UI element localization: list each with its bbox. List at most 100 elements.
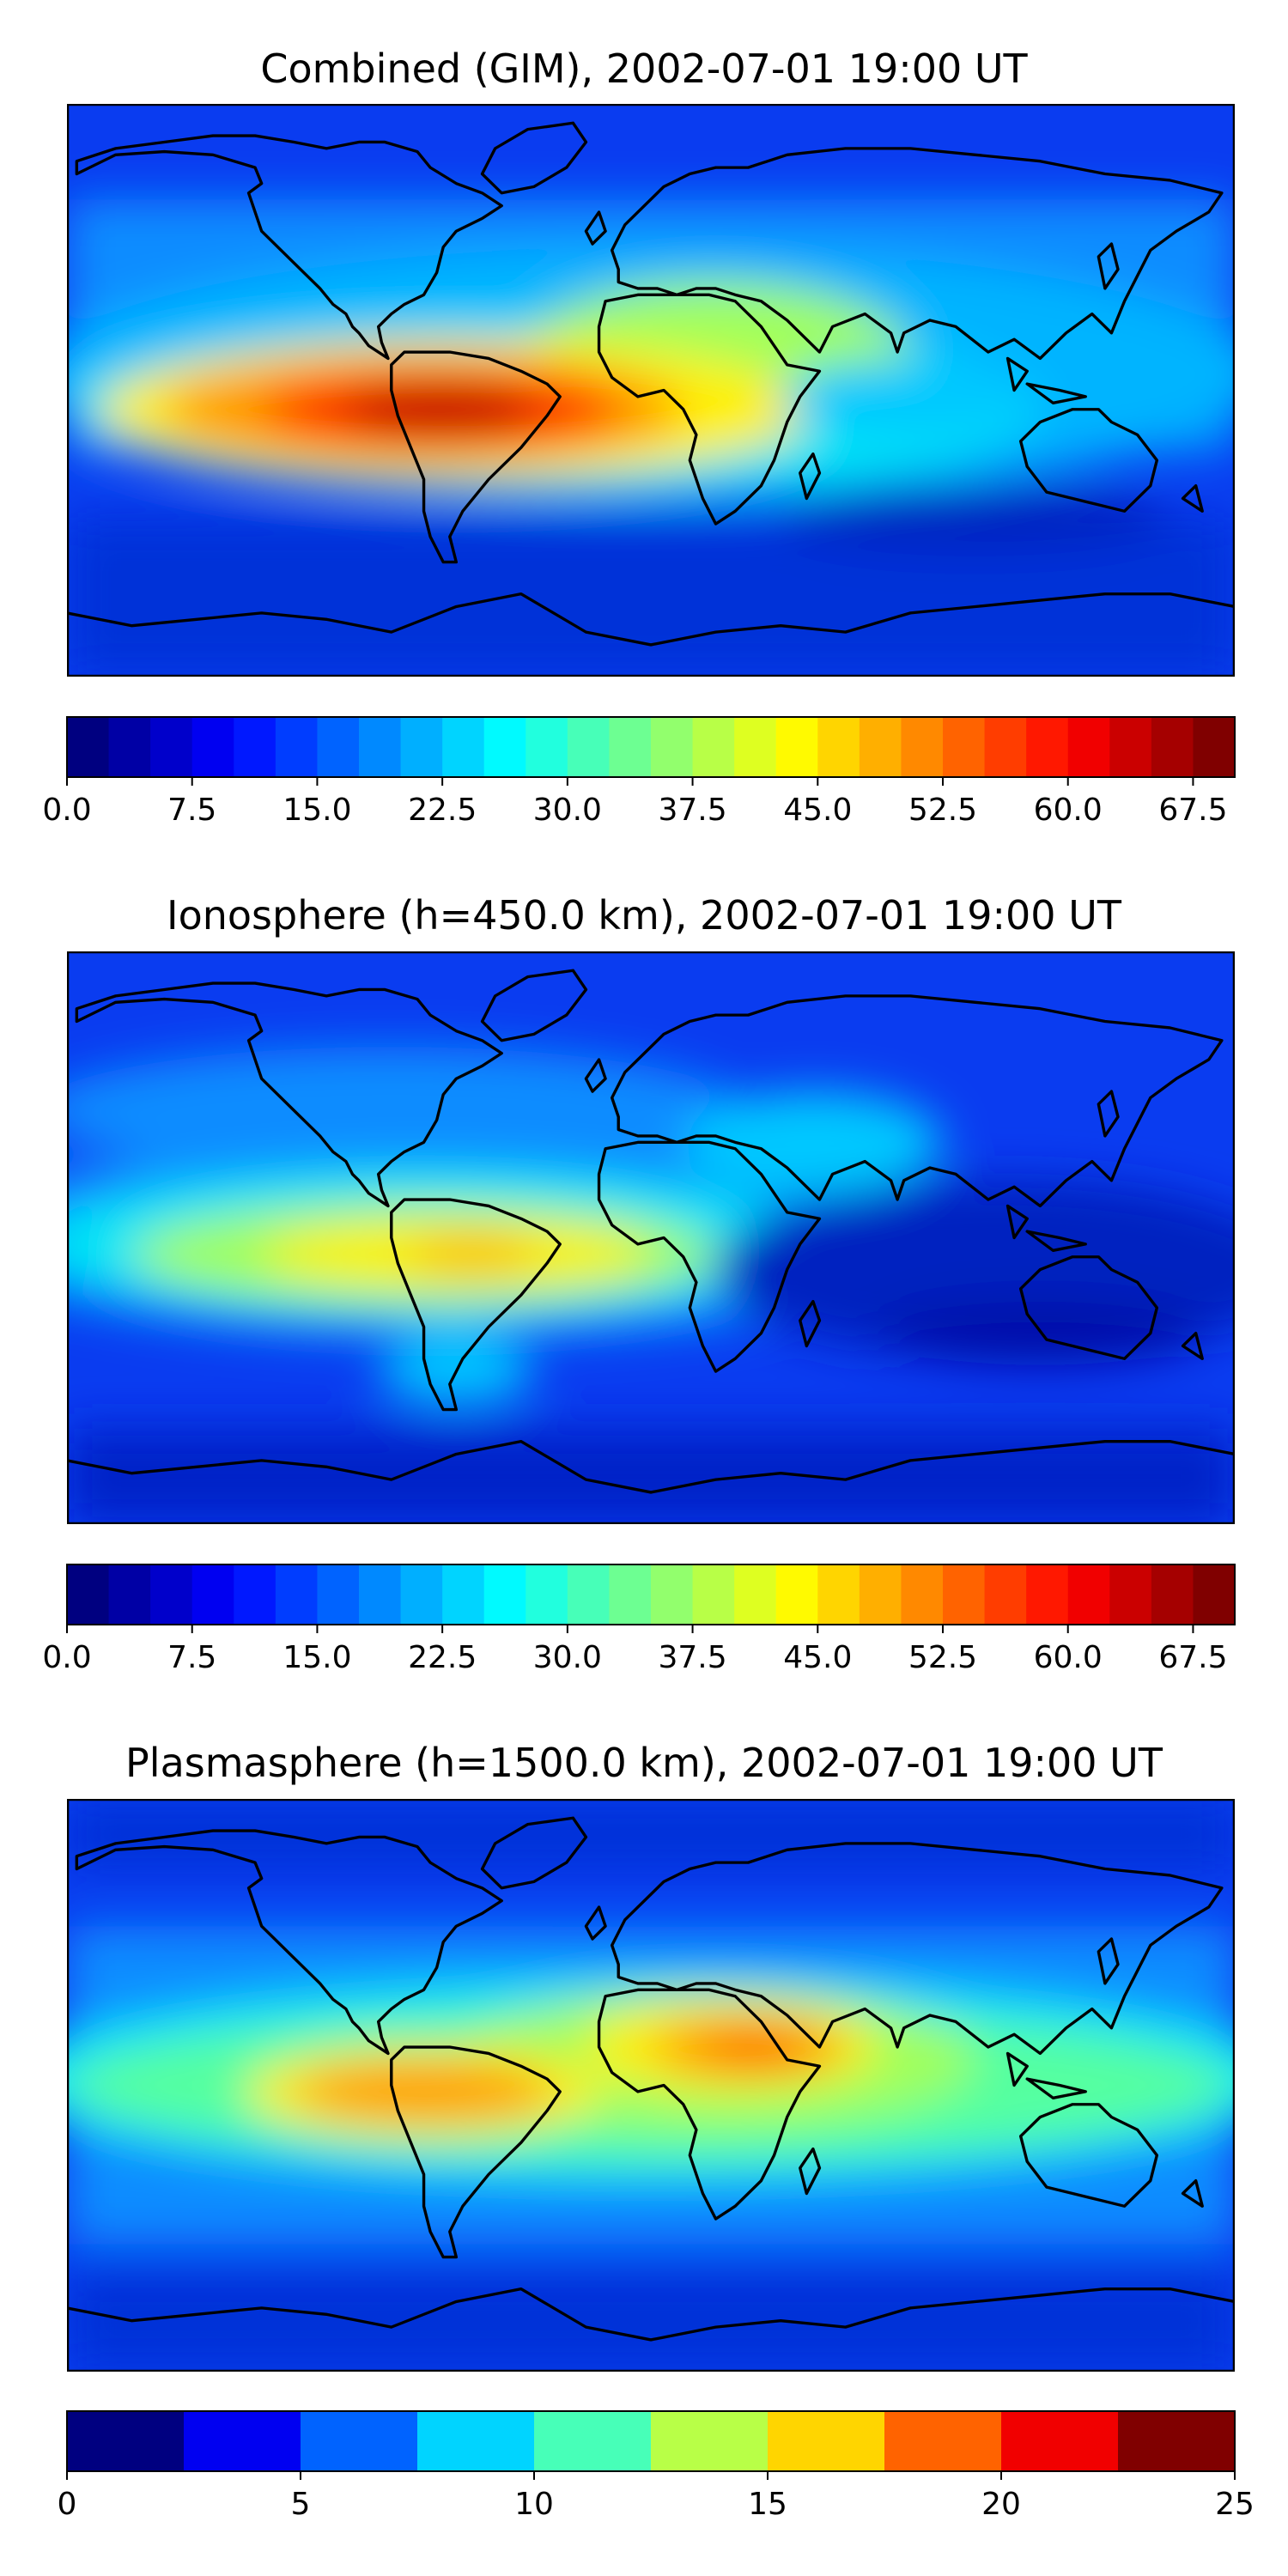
panel-1-title: Combined (GIM), 2002-07-01 19:00 UT [260, 46, 1028, 92]
colorbar-tick-label: 5 [291, 2487, 311, 2522]
colorbar-segment [526, 717, 568, 777]
colorbar-tick-label: 15.0 [283, 1640, 351, 1675]
colorbar-segment [483, 1564, 526, 1625]
colorbar-tick-label: 45.0 [783, 1640, 852, 1675]
colorbar-tick-label: 25 [1215, 2487, 1255, 2522]
colorbar-segment [317, 717, 360, 777]
colorbar-segment [1193, 717, 1236, 777]
colorbar-segment [534, 2411, 652, 2471]
colorbar-tick-label: 45.0 [783, 793, 852, 828]
colorbar-segment [526, 1564, 568, 1625]
colorbar-segment [483, 717, 526, 777]
colorbar-segment [651, 717, 694, 777]
colorbar-segment [734, 717, 777, 777]
colorbar-segment [417, 2411, 535, 2471]
colorbar-tick-label: 0 [58, 2487, 77, 2522]
colorbar-segment [943, 1564, 986, 1625]
colorbar-segment [67, 1564, 110, 1625]
colorbar-tick-label: 60.0 [1034, 1640, 1103, 1675]
colorbar-tick-label: 37.5 [658, 1640, 726, 1675]
panel-2-colorbar: 0.0 7.5 15.0 22.5 30.0 37.5 45.0 52.5 60.0 67.5 [42, 1564, 1236, 1675]
colorbar-segment [609, 1564, 652, 1625]
colorbar-tick-label: 67.5 [1158, 793, 1227, 828]
colorbar-tick-label: 60.0 [1034, 793, 1103, 828]
colorbar-segment [317, 1564, 360, 1625]
colorbar-segment [943, 717, 986, 777]
colorbar-segment [301, 2411, 418, 2471]
colorbar-segment [442, 717, 485, 777]
colorbar-tick-label: 52.5 [908, 793, 977, 828]
colorbar-segment [734, 1564, 777, 1625]
colorbar-segment [859, 717, 902, 777]
colorbar-tick-label: 15 [748, 2487, 787, 2522]
colorbar-tick-label: 7.5 [167, 793, 216, 828]
colorbar-tick-label: 0.0 [42, 793, 91, 828]
colorbar-segment [67, 717, 110, 777]
colorbar-segment [359, 1564, 402, 1625]
colorbar-tick-label: 10 [514, 2487, 554, 2522]
colorbar-tick-label: 20 [981, 2487, 1021, 2522]
colorbar-segment [692, 1564, 735, 1625]
colorbar-segment [1151, 1564, 1194, 1625]
panel-2-map [67, 951, 1235, 1524]
panel-2-title: Ionosphere (h=450.0 km), 2002-07-01 19:0… [167, 892, 1121, 939]
colorbar-segment [1067, 717, 1110, 777]
colorbar-segment [275, 717, 318, 777]
colorbar-tick-label: 37.5 [658, 793, 726, 828]
colorbar-segment [775, 717, 818, 777]
colorbar-segment [1109, 717, 1152, 777]
colorbar-segment [651, 1564, 694, 1625]
colorbar-segment [400, 1564, 443, 1625]
colorbar-segment [817, 717, 860, 777]
colorbar-segment [275, 1564, 318, 1625]
colorbar-tick-label: 30.0 [533, 793, 602, 828]
colorbar-tick-label: 22.5 [408, 793, 477, 828]
colorbar-segment [1109, 1564, 1152, 1625]
colorbar-segment [901, 717, 944, 777]
panel-1-map [67, 104, 1235, 677]
colorbar-segment [234, 717, 276, 777]
colorbar-tick-label: 30.0 [533, 1640, 602, 1675]
colorbar-segment [1026, 717, 1069, 777]
colorbar-segment [817, 1564, 860, 1625]
colorbar-segment [884, 2411, 1002, 2471]
colorbar-tick-label: 22.5 [408, 1640, 477, 1675]
panel-3-colorbar: 0 5 10 15 20 25 [58, 2410, 1255, 2522]
colorbar-segment [609, 717, 652, 777]
colorbar-frame [66, 1564, 1236, 1625]
colorbar-segment [859, 1564, 902, 1625]
colorbar-tick-label: 15.0 [283, 793, 351, 828]
colorbar-segment [1026, 1564, 1069, 1625]
colorbar-segment [651, 2411, 769, 2471]
colorbar-segment [108, 717, 151, 777]
colorbar-segment [984, 1564, 1027, 1625]
colorbar-segment [1067, 1564, 1110, 1625]
panel-1-colorbar: 0.0 7.5 15.0 22.5 30.0 37.5 45.0 52.5 60.0 67.5 [42, 716, 1236, 828]
colorbar-segment [768, 2411, 885, 2471]
colorbar-segment [359, 717, 402, 777]
colorbar-frame [66, 2410, 1236, 2472]
panel-3-map [67, 1799, 1235, 2372]
colorbar-segment [184, 2411, 301, 2471]
colorbar-tick-label: 7.5 [167, 1640, 216, 1675]
colorbar-segment [567, 1564, 610, 1625]
colorbar-segment [150, 717, 193, 777]
colorbar-segment [1151, 717, 1194, 777]
panel-3-title: Plasmasphere (h=1500.0 km), 2002-07-01 1… [125, 1740, 1163, 1786]
colorbar-segment [692, 717, 735, 777]
colorbar-segment [901, 1564, 944, 1625]
colorbar-segment [775, 1564, 818, 1625]
colorbar-tick-label: 0.0 [42, 1640, 91, 1675]
colorbar-segment [1118, 2411, 1236, 2471]
colorbar-segment [234, 1564, 276, 1625]
colorbar-segment [1001, 2411, 1119, 2471]
colorbar-segment [191, 1564, 234, 1625]
colorbar-segment [567, 717, 610, 777]
colorbar-frame [66, 716, 1236, 778]
colorbar-segment [108, 1564, 151, 1625]
colorbar-segment [442, 1564, 485, 1625]
colorbar-segment [191, 717, 234, 777]
colorbar-segment [67, 2411, 185, 2471]
colorbar-tick-label: 67.5 [1158, 1640, 1227, 1675]
colorbar-segment [1193, 1564, 1236, 1625]
